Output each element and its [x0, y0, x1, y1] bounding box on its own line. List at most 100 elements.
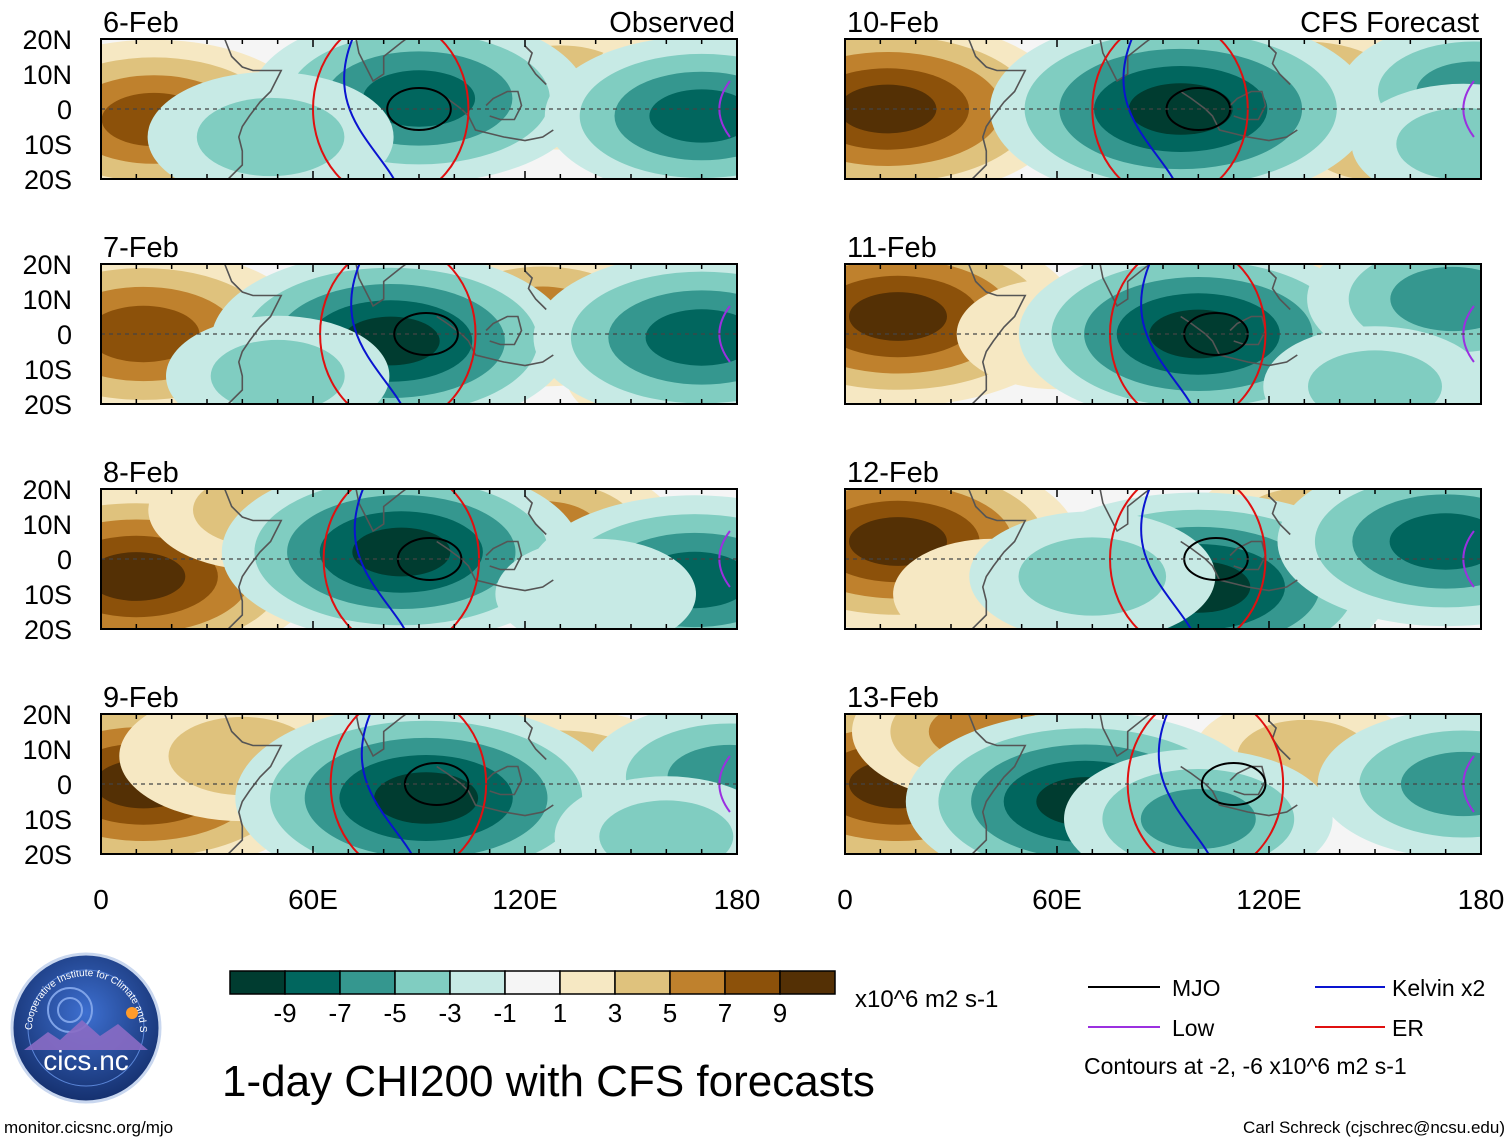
kelvin-contour — [1140, 489, 1193, 629]
kelvin-contour — [1157, 714, 1210, 854]
y-tick-label: 20N — [22, 25, 72, 55]
chi-field — [101, 264, 737, 404]
coastline — [1180, 540, 1298, 592]
y-tick-label: 0 — [57, 545, 72, 575]
kelvin-contour — [360, 714, 413, 854]
logo-text: cics.nc — [43, 1045, 129, 1076]
legend: MJO Kelvin x2 Low ER Contours at -2, -6 … — [1084, 975, 1485, 1079]
mjo-contour — [403, 762, 470, 806]
x-axis-labels: 0 60E 120E 180 0 60E 120E 180 — [93, 884, 1504, 915]
negative-anomaly--4 — [1018, 537, 1167, 616]
coastline — [1268, 45, 1291, 86]
coastline — [436, 765, 554, 817]
y-tick-label: 20S — [24, 165, 72, 195]
coastline — [485, 765, 523, 796]
panel-date-label: 10-Feb — [847, 7, 939, 39]
colorbar-swatch — [449, 970, 506, 995]
positive-anomaly-10 — [101, 552, 186, 601]
coastline — [967, 39, 1027, 179]
panels-layer: 6-Feb Observed 20N 10N 0 10S 20S 7-Feb 20N 10N 0 10… — [22, 7, 1482, 870]
y-tick-label: 10S — [24, 805, 72, 835]
colorbar-label: -9 — [273, 998, 296, 1028]
colorbar-label: -7 — [328, 998, 351, 1028]
legend-note: Contours at -2, -6 x10^6 m2 s-1 — [1084, 1053, 1407, 1079]
x-tick-label: 120E — [492, 884, 557, 915]
mjo-contour — [1200, 762, 1267, 806]
coastline — [485, 315, 523, 346]
y-tick-label: 0 — [57, 95, 72, 125]
colorbar-swatch — [724, 970, 781, 995]
y-tick-label: 20S — [24, 390, 72, 420]
coastline — [1229, 540, 1267, 571]
panel-11-Feb: 11-Feb — [844, 232, 1482, 405]
legend-label-low: Low — [1172, 1015, 1215, 1041]
coastlines — [967, 39, 1298, 179]
panel-date-label: 8-Feb — [103, 457, 179, 489]
negative-anomaly--6 — [1390, 266, 1481, 332]
negative-anomaly--4 — [1396, 107, 1481, 179]
negative-anomaly--4 — [210, 339, 345, 404]
legend-label-kelvin: Kelvin x2 — [1392, 975, 1485, 1001]
panel-9-Feb: 9-Feb 20N 10N 0 10S 20S — [22, 682, 738, 870]
coastline — [485, 90, 523, 121]
colorbar-swatch — [229, 970, 286, 995]
chi-field — [845, 39, 1481, 179]
y-tick-label: 10N — [22, 510, 72, 540]
negative-anomaly--8 — [1389, 513, 1481, 570]
panel-6-Feb: 6-Feb Observed 20N 10N 0 10S 20S — [22, 7, 738, 195]
x-tick-label: 0 — [837, 884, 853, 915]
negative-anomaly--10 — [1128, 83, 1233, 135]
negative-anomaly--10 — [374, 772, 479, 824]
coastline — [355, 489, 408, 533]
chi-field — [101, 714, 737, 854]
negative-anomaly--4 — [599, 800, 734, 854]
column-header: CFS Forecast — [1300, 7, 1479, 39]
colorbar-swatch — [669, 970, 726, 995]
chart-title: 1-day CHI200 with CFS forecasts — [222, 1057, 875, 1106]
coastline — [485, 540, 523, 571]
legend-label-er: ER — [1392, 1015, 1424, 1041]
coastlines — [223, 39, 554, 179]
kelvin-contour — [350, 264, 403, 404]
y-tick-label: 10S — [24, 130, 72, 160]
panel-7-Feb: 7-Feb 20N 10N 0 10S 20S — [22, 232, 738, 420]
coastline — [524, 270, 547, 311]
coastline — [436, 315, 554, 367]
coastline — [1268, 495, 1291, 536]
coastline — [1099, 489, 1152, 533]
colorbar-label: 5 — [663, 998, 677, 1028]
colorbar-swatch — [504, 970, 561, 995]
y-tick-label: 10N — [22, 285, 72, 315]
coastline — [1229, 315, 1267, 346]
colorbar-swatch — [779, 970, 836, 995]
legend-label-mjo: MJO — [1172, 975, 1221, 1001]
x-tick-label: 180 — [1458, 884, 1505, 915]
y-tick-label: 10S — [24, 580, 72, 610]
negative-anomaly--8 — [645, 309, 737, 366]
negative-anomaly--8 — [649, 89, 737, 143]
coastlines — [223, 714, 554, 854]
coastline — [1268, 270, 1291, 311]
y-tick-label: 20N — [22, 700, 72, 730]
coastline — [223, 714, 283, 854]
colorbar-label: -3 — [438, 998, 461, 1028]
colorbar: -9 -7 -5 -3 -1 1 3 5 7 9 — [229, 970, 836, 1028]
panel-8-Feb: 8-Feb 20N 10N 0 10S 20S — [22, 457, 738, 645]
y-tick-label: 10S — [24, 355, 72, 385]
coastlines — [223, 264, 554, 404]
y-tick-label: 20N — [22, 250, 72, 280]
panel-12-Feb: 12-Feb — [844, 457, 1482, 630]
y-tick-label: 20S — [24, 615, 72, 645]
y-tick-label: 0 — [57, 770, 72, 800]
panel-date-label: 11-Feb — [847, 232, 937, 264]
coastlines — [967, 264, 1298, 404]
panel-date-label: 12-Feb — [847, 457, 939, 489]
sun-icon — [126, 1007, 138, 1019]
coastline — [1180, 315, 1298, 367]
y-tick-label: 10N — [22, 60, 72, 90]
footer-right: Carl Schreck (cjschrec@ncsu.edu) — [1243, 1118, 1505, 1137]
negative-anomaly--4 — [1308, 350, 1442, 404]
coastline — [1099, 39, 1152, 83]
y-tick-label: 20S — [24, 840, 72, 870]
coastlines — [223, 489, 554, 629]
